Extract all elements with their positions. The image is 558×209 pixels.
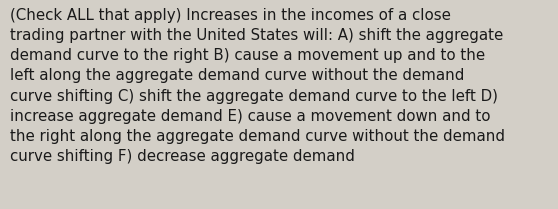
Text: (Check ALL that apply) Increases in the incomes of a close
trading partner with : (Check ALL that apply) Increases in the … (10, 8, 505, 164)
